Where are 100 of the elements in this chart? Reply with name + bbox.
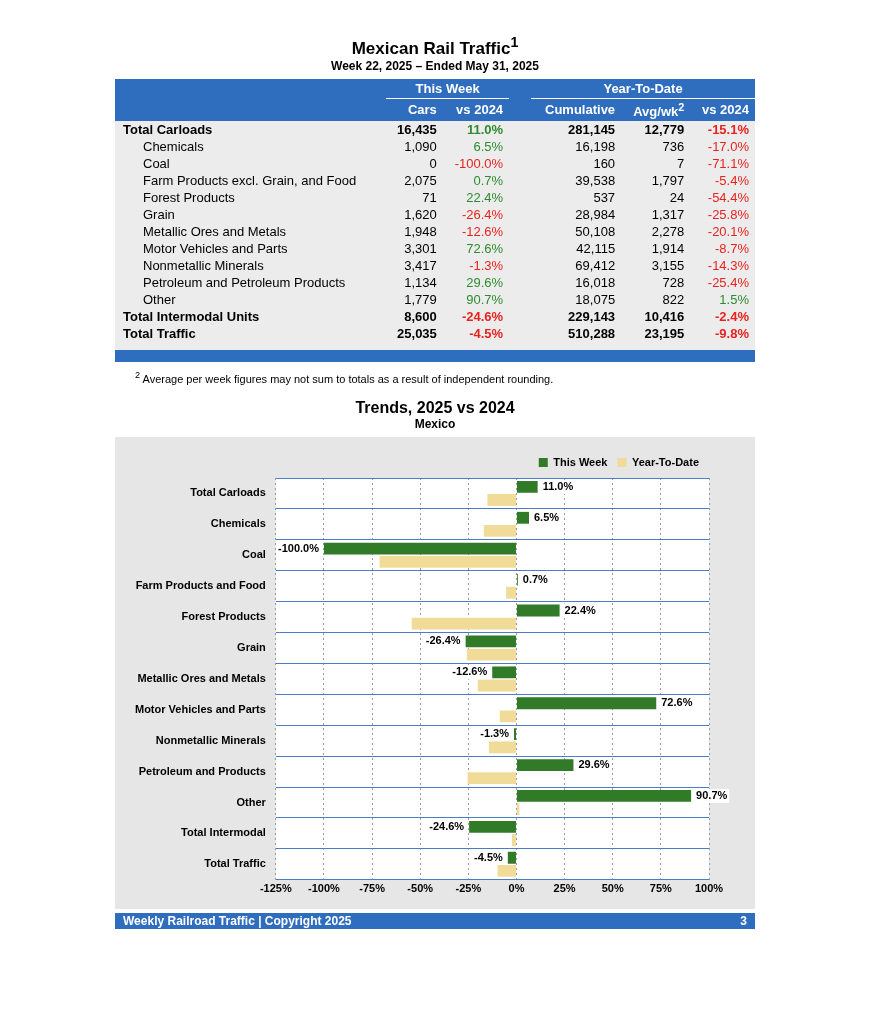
data-label: 281,145 [567,121,617,138]
data-label: 42,115 [575,240,617,257]
bar [488,741,516,753]
data-label: -4.5% [474,850,504,863]
bar [516,696,657,709]
category-label: Total Carloads [122,121,214,138]
y-tick-label: Farm Products and Food [135,578,266,591]
y-tick-label: Grain [237,640,267,653]
data-label: 10,416 [643,308,686,325]
data-label: 1,620 [403,206,438,223]
data-label: 16,435 [396,121,438,138]
data-label: -71.1% [706,155,750,172]
bar [507,851,516,864]
data-label: -2.4% [714,308,750,325]
data-label: -1.3% [480,726,510,739]
data-label: 72.6% [661,695,693,708]
data-label: -8.7% [714,240,750,257]
bar [499,710,516,722]
data-label: 2,075 [403,172,438,189]
data-label: 728 [661,274,686,291]
data-label: 3,301 [403,240,438,257]
data-label: 72.6% [465,240,505,257]
text: vs 2024 [702,102,749,118]
text: Cumulative [545,102,616,118]
chart-title: Trends, 2025 vs 2024 [354,398,516,417]
data-label: 7 [676,155,686,172]
bar [323,542,516,555]
data-label: 39,538 [574,172,617,189]
data-label: 0.7% [472,172,505,189]
data-label: -17.0% [706,138,750,155]
data-label: -25.4% [706,274,750,291]
data-label: -20.1% [706,223,750,240]
data-label: 1,779 [403,291,438,308]
data-label: 1,797 [650,172,686,189]
x-tick-label: 0% [508,882,525,895]
data-label: -26.4% [425,634,461,647]
data-label: 16,198 [574,138,617,155]
data-label: 90.7% [696,788,728,801]
data-label: 50,108 [574,223,617,240]
text: Week 22, 2025 – Ended May 31, 2025 [330,58,540,73]
y-tick-label: Metallic Ores and Metals [137,671,266,684]
bar [516,604,560,617]
category-label: Farm Products excl. Grain, and Food [142,172,358,189]
y-tick-label: Nonmetallic Minerals [155,733,266,746]
y-tick-label: Forest Products [181,609,266,622]
bar [497,864,516,877]
category-label: Petroleum and Petroleum Products [142,274,347,291]
bar [477,679,516,692]
category-label: Total Intermodal Units [122,308,261,325]
data-label: 8,600 [403,308,438,325]
data-label: -26.4% [460,206,505,223]
text: vs 2024 [456,102,504,118]
data-label: 537 [592,189,617,206]
data-label: 11.0% [542,479,574,492]
x-tick-label: -25% [455,882,482,895]
data-label: 69,412 [574,257,617,274]
data-label: 0 [428,155,438,172]
data-label: 16,018 [574,274,617,291]
data-label: -14.3% [706,257,750,274]
data-label: 736 [661,138,686,155]
y-tick-label: Other [236,795,267,808]
data-label: 3,155 [650,257,686,274]
bar [467,771,516,784]
data-label: -100.0% [277,541,320,554]
bar [465,635,516,647]
text: Weekly Railroad Traffic | Copyright 2025 [123,913,352,928]
series-label: Cars [406,101,438,120]
data-label: -9.8% [714,325,750,342]
bar [487,493,516,506]
data-label: 23,195 [643,325,686,342]
data-label: 1,948 [403,223,438,240]
bar [466,648,516,661]
x-tick-label: 100% [694,882,724,895]
text: This Week [415,80,480,96]
data-label: 29.6% [465,274,505,291]
x-tick-label: 25% [553,882,576,895]
data-label: 18,075 [574,291,617,308]
y-tick-label: Total Carloads [190,486,266,499]
data-label: 1,914 [650,240,686,257]
data-label: 11.0% [465,121,505,138]
data-label: 12,779 [643,121,686,138]
data-label: 28,984 [574,206,617,223]
data-label: 25,035 [396,325,438,342]
x-tick-label: -75% [359,882,386,895]
y-tick-label: Motor Vehicles and Parts [134,702,266,715]
x-tick-label: 50% [601,882,624,895]
bar [516,758,574,771]
data-label: -1.3% [468,257,505,274]
data-label: 1.5% [718,291,750,308]
bar [513,727,516,740]
y-tick-label: Coal [241,547,266,560]
data-label: -15.1% [706,121,750,138]
x-tick-label: 75% [649,882,673,895]
data-label: -54.4% [706,189,750,206]
data-label: -12.6% [452,665,488,677]
bar [483,524,516,537]
bar [511,833,516,846]
data-label: 510,288 [567,325,617,342]
data-label: -5.4% [714,172,750,189]
data-label: 1,090 [403,138,438,155]
